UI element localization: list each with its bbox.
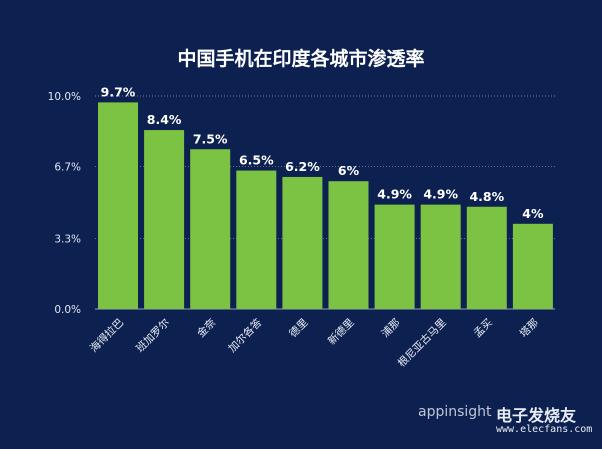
bar bbox=[236, 170, 277, 309]
data-label: 4% bbox=[522, 206, 544, 221]
bar bbox=[190, 149, 231, 309]
data-label: 4.8% bbox=[469, 189, 504, 204]
x-tick-label: 海得拉巴 bbox=[87, 316, 126, 355]
data-label: 4.9% bbox=[423, 187, 458, 202]
x-tick-label: 根尼亚古马里 bbox=[395, 316, 449, 370]
bar bbox=[98, 102, 138, 309]
data-label: 7.5% bbox=[193, 131, 228, 146]
y-tick-label: 10.0% bbox=[48, 91, 81, 103]
bar bbox=[420, 204, 461, 309]
data-label: 8.4% bbox=[147, 112, 182, 127]
bar bbox=[466, 206, 507, 309]
x-tick-label: 浦那 bbox=[379, 316, 403, 340]
bar bbox=[144, 130, 185, 309]
bar bbox=[512, 223, 553, 309]
data-label: 6.2% bbox=[285, 159, 320, 174]
x-tick-label: 新德里 bbox=[325, 316, 356, 347]
watermark-site-name: 电子发烧友 bbox=[496, 406, 577, 425]
data-label: 4.9% bbox=[377, 187, 412, 202]
x-tick-label: 孟买 bbox=[472, 317, 495, 340]
watermark-url: www.elecfans.com bbox=[496, 424, 593, 435]
x-tick-label: 班加罗尔 bbox=[133, 316, 172, 355]
bar bbox=[328, 181, 369, 309]
y-tick-label: 3.3% bbox=[54, 234, 81, 246]
x-tick-label: 金奈 bbox=[194, 316, 218, 340]
y-tick-label: 6.7% bbox=[54, 161, 81, 173]
data-label: 6% bbox=[338, 163, 360, 178]
chart-title: 中国手机在印度各城市渗透率 bbox=[177, 48, 425, 70]
bar bbox=[282, 176, 323, 309]
x-tick-label: 加尔各答 bbox=[226, 316, 265, 355]
bar bbox=[374, 204, 415, 309]
x-tick-label: 德里 bbox=[286, 316, 310, 340]
x-tick-label: 塔那 bbox=[517, 316, 541, 340]
watermark-brand: appinsight bbox=[418, 404, 492, 420]
data-label: 9.7% bbox=[101, 84, 136, 99]
y-tick-label: 0.0% bbox=[54, 304, 81, 316]
data-label: 6.5% bbox=[239, 153, 274, 168]
